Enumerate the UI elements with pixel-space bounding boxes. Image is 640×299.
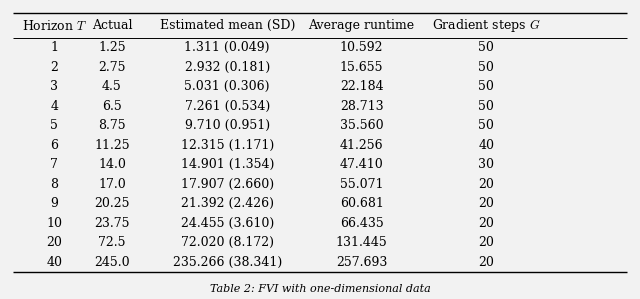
Text: 6.5: 6.5 <box>102 100 122 113</box>
Text: Table 2: FVI with one-dimensional data: Table 2: FVI with one-dimensional data <box>210 284 430 294</box>
Text: Estimated mean (SD): Estimated mean (SD) <box>159 19 295 32</box>
Text: 9: 9 <box>51 197 58 210</box>
Text: 4.5: 4.5 <box>102 80 122 93</box>
Text: 22.184: 22.184 <box>340 80 383 93</box>
Text: 50: 50 <box>479 41 494 54</box>
Text: Gradient steps $G$: Gradient steps $G$ <box>432 17 541 34</box>
Text: 72.020 (8.172): 72.020 (8.172) <box>180 236 274 249</box>
Text: 3: 3 <box>51 80 58 93</box>
Text: 11.25: 11.25 <box>94 139 130 152</box>
Text: 5: 5 <box>51 119 58 132</box>
Text: 41.256: 41.256 <box>340 139 383 152</box>
Text: 66.435: 66.435 <box>340 217 383 230</box>
Text: 10.592: 10.592 <box>340 41 383 54</box>
Text: 131.445: 131.445 <box>336 236 387 249</box>
Text: 10: 10 <box>47 217 63 230</box>
Text: 5.031 (0.306): 5.031 (0.306) <box>184 80 270 93</box>
Text: 8.75: 8.75 <box>98 119 126 132</box>
Text: 24.455 (3.610): 24.455 (3.610) <box>180 217 274 230</box>
Text: 12.315 (1.171): 12.315 (1.171) <box>180 139 274 152</box>
Text: 72.5: 72.5 <box>99 236 125 249</box>
Text: 30: 30 <box>479 158 494 171</box>
Text: 2.932 (0.181): 2.932 (0.181) <box>184 61 270 74</box>
Text: 50: 50 <box>479 61 494 74</box>
Text: 50: 50 <box>479 100 494 113</box>
Text: 50: 50 <box>479 119 494 132</box>
Text: 9.710 (0.951): 9.710 (0.951) <box>184 119 270 132</box>
Text: 20: 20 <box>479 217 494 230</box>
Text: 6: 6 <box>51 139 58 152</box>
Text: 20: 20 <box>479 236 494 249</box>
Text: 20: 20 <box>479 178 494 191</box>
Text: 1.311 (0.049): 1.311 (0.049) <box>184 41 270 54</box>
Text: 23.75: 23.75 <box>94 217 130 230</box>
Text: 1: 1 <box>51 41 58 54</box>
Text: 8: 8 <box>51 178 58 191</box>
Text: 35.560: 35.560 <box>340 119 383 132</box>
Text: 17.907 (2.660): 17.907 (2.660) <box>180 178 274 191</box>
Text: 28.713: 28.713 <box>340 100 383 113</box>
Text: 7.261 (0.534): 7.261 (0.534) <box>184 100 270 113</box>
Text: Horizon $T$: Horizon $T$ <box>22 19 87 33</box>
Text: 17.0: 17.0 <box>98 178 126 191</box>
Text: Actual: Actual <box>92 19 132 32</box>
Text: 7: 7 <box>51 158 58 171</box>
Text: 245.0: 245.0 <box>94 256 130 269</box>
Text: 14.0: 14.0 <box>98 158 126 171</box>
Text: 235.266 (38.341): 235.266 (38.341) <box>173 256 282 269</box>
Text: 40: 40 <box>47 256 63 269</box>
Text: 60.681: 60.681 <box>340 197 383 210</box>
Text: 21.392 (2.426): 21.392 (2.426) <box>180 197 274 210</box>
Text: 55.071: 55.071 <box>340 178 383 191</box>
Text: 257.693: 257.693 <box>336 256 387 269</box>
Text: 50: 50 <box>479 80 494 93</box>
Text: 2.75: 2.75 <box>99 61 125 74</box>
Text: 14.901 (1.354): 14.901 (1.354) <box>180 158 274 171</box>
Text: 20: 20 <box>47 236 62 249</box>
Text: 20: 20 <box>479 256 494 269</box>
Text: 20: 20 <box>479 197 494 210</box>
Text: 4: 4 <box>51 100 58 113</box>
Text: 20.25: 20.25 <box>94 197 130 210</box>
Text: Average runtime: Average runtime <box>308 19 415 32</box>
Text: 15.655: 15.655 <box>340 61 383 74</box>
Text: 47.410: 47.410 <box>340 158 383 171</box>
Text: 1.25: 1.25 <box>98 41 126 54</box>
Text: 40: 40 <box>479 139 494 152</box>
Text: 2: 2 <box>51 61 58 74</box>
